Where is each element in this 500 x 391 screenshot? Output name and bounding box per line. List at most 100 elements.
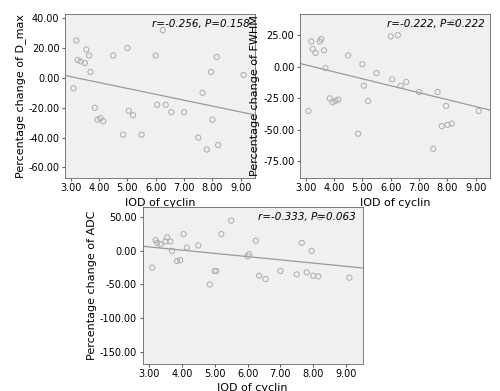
- Point: [138, 131, 145, 138]
- Point: [276, 268, 284, 274]
- Point: [218, 231, 226, 237]
- Point: [244, 253, 252, 259]
- Point: [86, 69, 94, 75]
- Point: [227, 217, 235, 224]
- X-axis label: IOD of cyclin: IOD of cyclin: [125, 197, 195, 208]
- X-axis label: IOD of cyclin: IOD of cyclin: [217, 383, 288, 391]
- Point: [154, 240, 162, 246]
- Text: r=-0.333, P=0.063: r=-0.333, P=0.063: [258, 212, 356, 222]
- Point: [312, 50, 320, 56]
- Point: [358, 61, 366, 67]
- Point: [318, 36, 326, 42]
- Point: [109, 52, 117, 59]
- Point: [198, 90, 206, 96]
- Point: [183, 244, 191, 251]
- Point: [346, 274, 354, 281]
- Point: [448, 120, 456, 127]
- Point: [152, 52, 160, 59]
- Point: [314, 273, 322, 280]
- Point: [332, 98, 340, 104]
- Point: [245, 251, 253, 257]
- Point: [364, 98, 372, 104]
- Point: [129, 112, 137, 118]
- Point: [442, 103, 450, 109]
- Point: [449, 20, 457, 26]
- Point: [194, 135, 202, 141]
- Point: [415, 89, 423, 95]
- Point: [308, 38, 316, 45]
- Point: [255, 273, 263, 279]
- Point: [180, 231, 188, 237]
- Point: [430, 146, 438, 152]
- Y-axis label: Percentage change of FWHM: Percentage change of FWHM: [250, 15, 260, 176]
- Point: [153, 102, 161, 108]
- Point: [434, 89, 442, 95]
- Point: [166, 239, 174, 245]
- Point: [308, 248, 316, 254]
- Point: [125, 108, 133, 114]
- Point: [444, 122, 452, 128]
- Point: [81, 60, 89, 66]
- Point: [168, 248, 176, 254]
- Point: [156, 241, 164, 247]
- Point: [309, 273, 317, 279]
- Point: [124, 45, 132, 51]
- Point: [293, 271, 301, 278]
- Text: r=-0.222, P=0.222: r=-0.222, P=0.222: [386, 19, 484, 29]
- Point: [82, 47, 90, 53]
- Point: [163, 234, 171, 240]
- Point: [180, 109, 188, 115]
- Point: [194, 242, 202, 249]
- Point: [212, 268, 220, 274]
- Point: [162, 239, 170, 245]
- Point: [388, 76, 396, 83]
- Point: [309, 46, 317, 52]
- Point: [372, 70, 380, 76]
- Point: [74, 57, 82, 63]
- Point: [304, 108, 312, 114]
- Point: [91, 105, 99, 111]
- Point: [176, 257, 184, 264]
- Point: [70, 85, 78, 91]
- Point: [302, 269, 310, 276]
- Text: r=-0.256, P=0.158: r=-0.256, P=0.158: [152, 19, 250, 29]
- Point: [322, 65, 330, 71]
- Point: [208, 117, 216, 123]
- Point: [206, 281, 214, 287]
- Point: [334, 97, 342, 103]
- Point: [210, 268, 218, 274]
- Point: [173, 258, 181, 264]
- Point: [119, 131, 127, 138]
- Point: [344, 52, 352, 59]
- Point: [168, 109, 175, 115]
- Point: [100, 118, 108, 124]
- Point: [320, 47, 328, 54]
- Point: [203, 146, 211, 152]
- X-axis label: IOD of cyclin: IOD of cyclin: [360, 197, 430, 208]
- Point: [474, 108, 482, 114]
- Point: [316, 38, 324, 45]
- Point: [207, 69, 215, 75]
- Point: [162, 102, 170, 108]
- Point: [159, 27, 167, 33]
- Point: [438, 123, 446, 129]
- Point: [354, 131, 362, 137]
- Point: [85, 52, 93, 59]
- Point: [240, 72, 248, 78]
- Point: [76, 58, 84, 65]
- Point: [252, 238, 260, 244]
- Point: [326, 95, 334, 101]
- Point: [298, 240, 306, 246]
- Point: [152, 237, 160, 243]
- Point: [396, 83, 404, 89]
- Point: [262, 276, 270, 282]
- Point: [212, 54, 220, 60]
- Point: [94, 117, 102, 123]
- Point: [386, 33, 394, 39]
- Point: [214, 142, 222, 148]
- Point: [328, 99, 336, 105]
- Point: [360, 83, 368, 89]
- Point: [96, 115, 104, 121]
- Point: [394, 32, 402, 38]
- Point: [316, 214, 324, 221]
